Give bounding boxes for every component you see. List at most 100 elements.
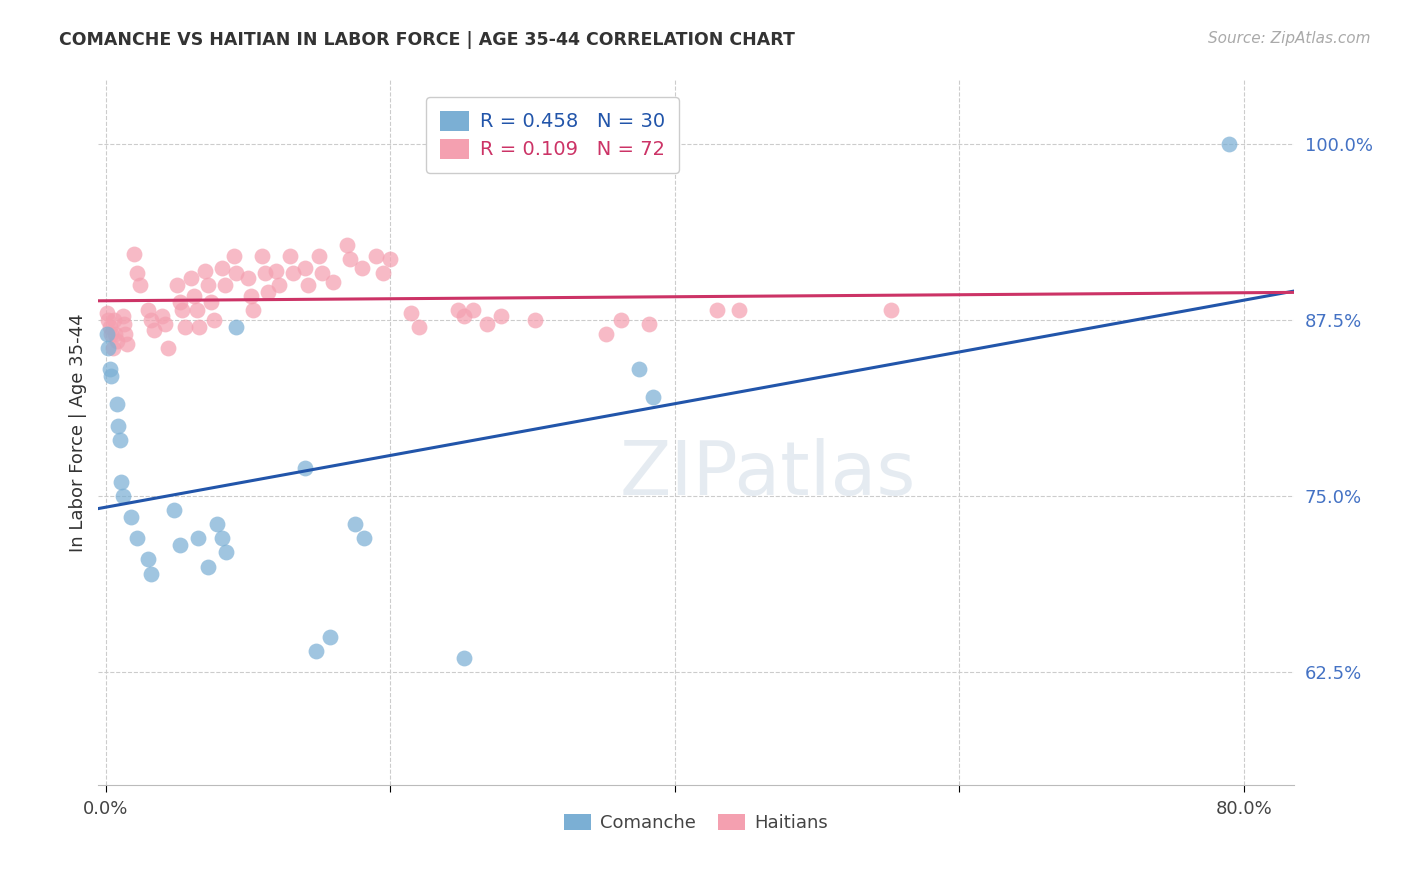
Point (183, 289, 205, 303)
Point (280, 250, 302, 264)
Point (163, 503, 186, 517)
Point (157, 341, 180, 355)
Y-axis label: In Labor Force | Age 35-44: In Labor Force | Age 35-44 (69, 313, 87, 552)
Point (202, 313, 225, 327)
Point (111, 309, 134, 323)
Point (727, 303, 749, 318)
Point (111, 489, 134, 503)
Point (215, 545, 238, 559)
Point (98, 362, 121, 376)
Point (194, 263, 217, 277)
Point (880, 303, 903, 318)
Legend: Comanche, Haitians: Comanche, Haitians (557, 806, 835, 839)
Point (294, 260, 316, 275)
Point (211, 532, 233, 546)
Point (322, 275, 344, 289)
Point (595, 326, 617, 341)
Point (311, 266, 333, 280)
Point (105, 334, 128, 348)
Point (453, 309, 475, 323)
Point (166, 277, 188, 292)
Point (475, 317, 498, 331)
Point (122, 246, 145, 260)
Point (103, 313, 125, 327)
Point (371, 266, 394, 280)
Text: COMANCHE VS HAITIAN IN LABOR FORCE | AGE 35-44 CORRELATION CHART: COMANCHE VS HAITIAN IN LABOR FORCE | AGE… (59, 31, 794, 49)
Point (256, 285, 278, 299)
Point (169, 538, 191, 552)
Point (107, 418, 129, 433)
Point (339, 252, 361, 267)
Point (236, 270, 259, 285)
Point (408, 320, 430, 334)
Point (97, 313, 120, 327)
Point (120, 510, 142, 524)
Point (98, 320, 121, 334)
Point (136, 552, 159, 566)
Point (112, 317, 135, 331)
Point (242, 303, 264, 318)
Point (643, 391, 665, 405)
Point (186, 303, 208, 318)
Point (108, 433, 131, 447)
Point (197, 559, 219, 574)
Point (489, 309, 512, 323)
Point (110, 475, 132, 489)
Point (187, 532, 209, 546)
Point (139, 566, 162, 581)
Point (100, 326, 122, 341)
Point (142, 323, 165, 337)
Point (200, 294, 222, 309)
Point (353, 532, 375, 546)
Point (706, 303, 728, 318)
Point (125, 532, 148, 546)
Point (115, 336, 138, 351)
Point (524, 313, 547, 327)
Point (378, 252, 401, 267)
Point (225, 266, 247, 280)
Point (628, 362, 651, 376)
Point (283, 266, 305, 280)
Point (205, 517, 228, 532)
Point (128, 277, 150, 292)
Point (305, 644, 328, 658)
Point (447, 303, 470, 318)
Point (100, 369, 122, 384)
Point (269, 277, 291, 292)
Point (453, 651, 475, 665)
Point (136, 303, 159, 318)
Point (188, 320, 211, 334)
Point (96, 306, 118, 320)
Point (250, 250, 273, 264)
Text: ZIPatlas: ZIPatlas (620, 438, 915, 511)
Point (297, 277, 319, 292)
Point (96, 326, 118, 341)
Point (239, 289, 262, 303)
Point (319, 630, 342, 644)
Point (336, 238, 359, 252)
Point (155, 317, 177, 331)
Point (308, 250, 330, 264)
Point (169, 294, 191, 309)
Point (364, 250, 387, 264)
Point (197, 277, 219, 292)
Point (152, 309, 174, 323)
Point (253, 266, 276, 280)
Point (104, 326, 127, 341)
Point (225, 320, 247, 334)
Point (461, 303, 484, 318)
Point (343, 517, 366, 532)
Point (114, 326, 136, 341)
Point (609, 313, 631, 327)
Point (211, 260, 233, 275)
Point (222, 250, 245, 264)
Point (174, 320, 197, 334)
Point (125, 266, 148, 280)
Point (638, 317, 661, 331)
Point (180, 270, 202, 285)
Point (401, 306, 423, 320)
Point (172, 303, 194, 318)
Text: Source: ZipAtlas.com: Source: ZipAtlas.com (1208, 31, 1371, 46)
Point (264, 263, 287, 277)
Point (214, 277, 236, 292)
